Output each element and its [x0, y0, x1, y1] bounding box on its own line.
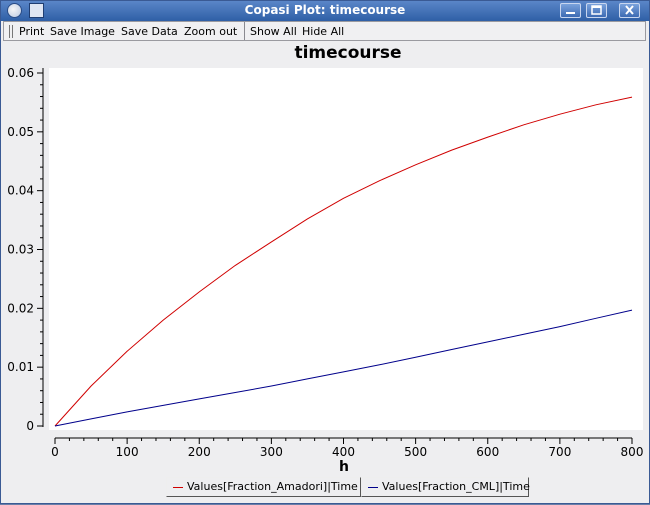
hide-all-button[interactable]: Hide All — [302, 25, 345, 38]
zoom-out-button[interactable]: Zoom out — [184, 25, 238, 38]
y-tick-label: 0.02 — [7, 301, 34, 315]
toolbar-separator — [244, 22, 245, 40]
minimize-button[interactable] — [560, 3, 581, 18]
y-tick-label: 0.05 — [7, 125, 34, 139]
x-tick-label: 700 — [548, 445, 571, 459]
y-tick-label: 0.04 — [7, 184, 34, 198]
toolbar-grip[interactable] — [9, 25, 10, 38]
y-tick-label: 0.03 — [7, 243, 34, 257]
show-all-button[interactable]: Show All — [250, 25, 297, 38]
series-line-amadori — [54, 96, 633, 427]
window-titlebar[interactable]: Copasi Plot: timecourse — [1, 1, 649, 21]
plot-toolbar: Print Save Image Save Data Zoom out Show… — [3, 21, 646, 41]
legend-item-amadori[interactable]: Values[Fraction_Amadori]|Time — [166, 477, 361, 497]
legend-swatch-amadori — [173, 487, 183, 488]
x-tick-label: 100 — [116, 445, 139, 459]
x-axis-label: h — [339, 459, 349, 475]
x-tick-label: 400 — [332, 445, 355, 459]
maximize-button[interactable] — [586, 3, 607, 18]
legend-label-cml: Values[Fraction_CML]|Time — [382, 480, 530, 493]
chart-title: timecourse — [294, 43, 401, 63]
x-tick-label: 0 — [51, 445, 59, 459]
series-line-cml — [54, 309, 633, 427]
toolbar-grip[interactable] — [12, 25, 13, 38]
save-data-button[interactable]: Save Data — [121, 25, 178, 38]
close-button[interactable] — [619, 3, 640, 18]
x-tick-label: 600 — [476, 445, 499, 459]
window-title: Copasi Plot: timecourse — [244, 3, 406, 17]
x-tick-label: 500 — [404, 445, 427, 459]
sticky-window-icon[interactable] — [29, 3, 44, 18]
y-tick-label: 0 — [26, 419, 34, 433]
y-tick-label: 0.01 — [7, 360, 34, 374]
minimize-icon — [566, 12, 575, 14]
print-button[interactable]: Print — [19, 25, 45, 38]
plot-canvas[interactable] — [49, 68, 643, 430]
y-tick-label: 0.06 — [7, 66, 34, 80]
legend-label-amadori: Values[Fraction_Amadori]|Time — [187, 480, 358, 493]
x-tick-label: 800 — [621, 445, 644, 459]
close-icon — [625, 5, 634, 15]
x-axis-ticks: 0 100 200 300 400 500 600 700 800 — [51, 438, 643, 459]
legend-swatch-cml — [368, 487, 378, 488]
legend-item-cml[interactable]: Values[Fraction_CML]|Time — [361, 477, 530, 497]
x-tick-label: 300 — [260, 445, 283, 459]
maximize-icon — [591, 5, 602, 15]
y-axis-ticks: 0 0.01 0.02 0.03 0.04 0.05 0.06 — [7, 66, 43, 433]
save-image-button[interactable]: Save Image — [50, 25, 115, 38]
series-layer — [54, 96, 633, 427]
copasi-app-icon[interactable] — [7, 3, 22, 18]
x-tick-label: 200 — [188, 445, 211, 459]
